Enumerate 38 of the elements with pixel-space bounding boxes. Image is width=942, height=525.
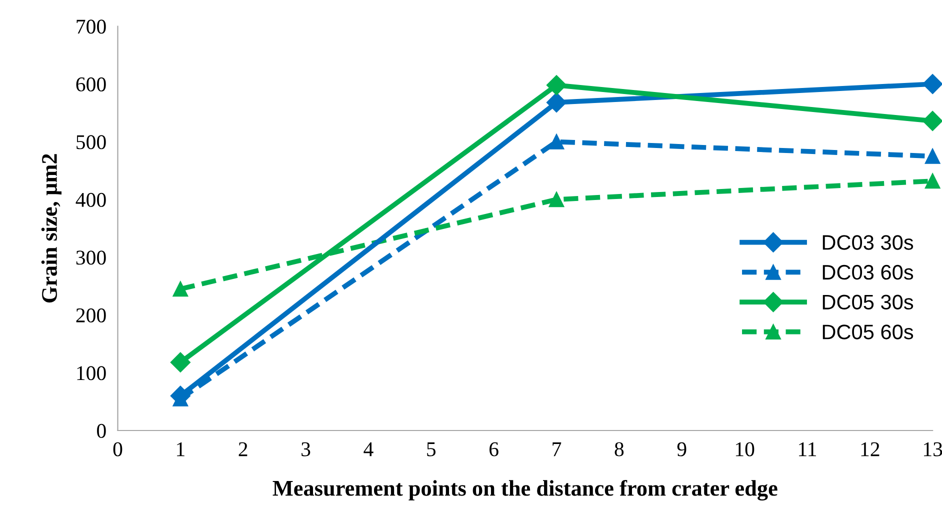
y-tick-label: 500 [76,135,106,150]
point [172,281,188,297]
x-tick-label: 0 [113,442,122,456]
point [922,74,942,94]
y-tick-label: 700 [76,20,106,34]
point [548,192,564,208]
point [924,173,940,189]
y-tick-label: 400 [76,192,106,207]
point [546,92,567,113]
legend-label: DC03 60s [822,264,914,280]
x-tick-label: 3 [302,442,310,456]
x-tick-label: 9 [677,442,686,456]
x-tick-label: 2 [238,442,248,456]
x-tick-label: 6 [490,442,498,456]
point [548,134,564,150]
y-tick-label: 100 [77,366,106,380]
x-tick-label: 1 [177,442,184,456]
x-tick-label: 13 [924,442,942,456]
x-tick-label: 10 [736,442,754,456]
y-tick-label: 600 [76,77,106,92]
y-axis-title: Grain size, µm2 [41,154,62,303]
x-tick-label: 5 [427,442,436,456]
y-tick-label: 200 [76,308,106,322]
x-tick-label: 4 [364,442,374,456]
legend-label: DC05 60s [822,324,914,340]
x-tick-label: 7 [552,442,562,456]
legend-label: DC05 30s [822,294,914,310]
point [170,352,190,372]
legend-label: DC03 30s [822,235,914,250]
y-tick-label: 300 [76,250,106,265]
point [922,110,942,131]
point [546,75,567,96]
x-tick-label: 8 [614,442,624,456]
y-tick-label: 0 [97,424,106,438]
point [924,148,940,164]
x-axis-title: Measurement points on the distance from crater edge [272,480,778,500]
x-tick-label: 12 [861,442,880,456]
x-tick-label: 11 [799,442,816,456]
